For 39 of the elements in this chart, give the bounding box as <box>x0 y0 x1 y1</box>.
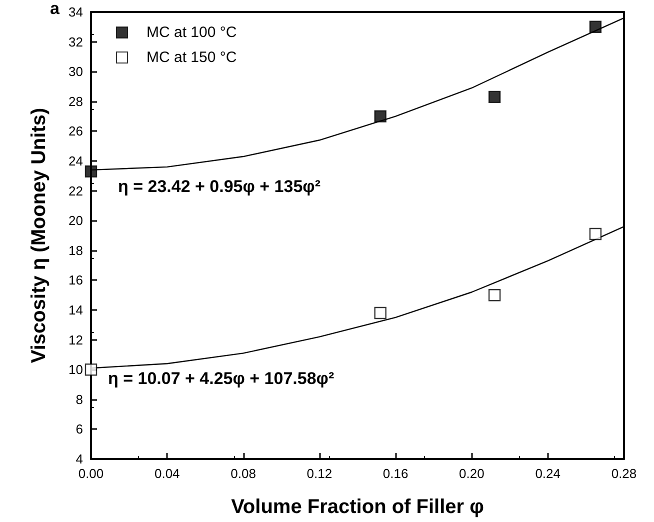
point <box>374 110 386 122</box>
point <box>84 364 98 376</box>
point <box>374 306 386 320</box>
y-tick-label: 10 <box>68 362 83 378</box>
y-tick-label: 14 <box>68 302 83 318</box>
y-tick-label: 34 <box>68 4 83 20</box>
point <box>488 289 501 302</box>
legend-label: MC at 150 °C <box>146 49 237 66</box>
y-tick-label: 32 <box>68 34 83 50</box>
y-tick-label: 4 <box>76 452 83 466</box>
y-tick-label: 26 <box>68 124 83 139</box>
y-tick-label: 18 <box>68 242 83 258</box>
point <box>84 165 98 178</box>
x-tick-label: 0.16 <box>382 466 408 481</box>
point <box>589 20 602 33</box>
y-tick-label: 16 <box>68 272 83 288</box>
y-tick-label: 6 <box>76 422 83 437</box>
x-tick-label: 0.24 <box>535 466 561 481</box>
y-tick-label: 20 <box>68 213 83 228</box>
annotation: η = 23.42 + 0.95φ + 135φ² <box>118 177 321 196</box>
x-tick-label: 0.00 <box>78 466 104 481</box>
x-axis-title: Volume Fraction of Filler φ <box>231 496 484 518</box>
x-tick-label: 0.04 <box>154 466 180 481</box>
y-axis-title: Viscosity η (Mooney Units) <box>28 108 50 364</box>
x-tick-label: 0.28 <box>611 466 637 481</box>
y-tick-label: 22 <box>68 183 83 198</box>
x-tick-label: 0.12 <box>306 466 332 481</box>
y-tick-label: 30 <box>68 64 83 80</box>
y-tick-label: 12 <box>68 332 83 348</box>
y-tick-label: 8 <box>76 392 83 407</box>
x-tick-label: 0.08 <box>230 466 256 481</box>
text: a <box>50 0 60 18</box>
x-tick-label: 0.20 <box>459 466 484 481</box>
y-tick-label: 28 <box>68 94 83 109</box>
y-tick-label: 24 <box>68 154 83 168</box>
point <box>589 228 602 240</box>
legend-label: MC at 100 °C <box>146 24 237 41</box>
annotation: η = 10.07 + 4.25φ + 107.58φ² <box>108 369 334 388</box>
point <box>488 90 501 104</box>
